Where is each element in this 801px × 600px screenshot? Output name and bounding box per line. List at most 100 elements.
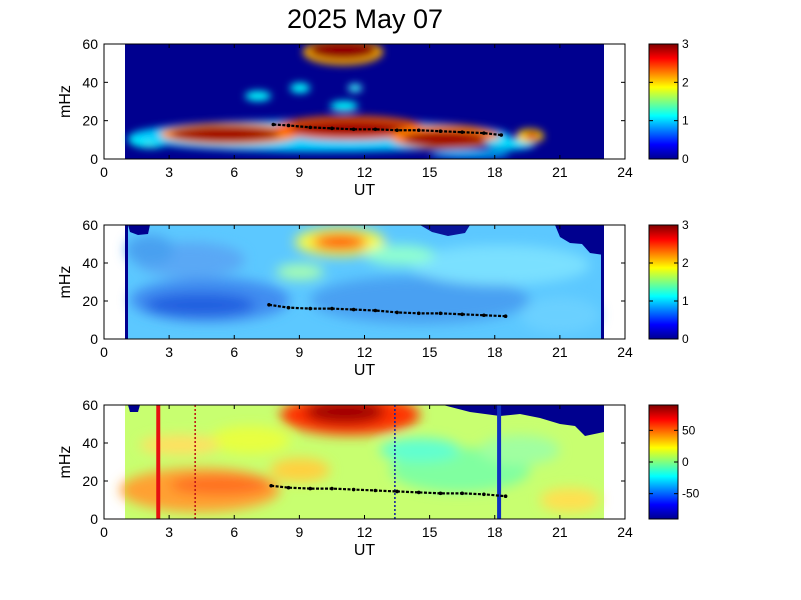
panel-1-xtick-label: 21	[552, 164, 568, 180]
panel-1-trace-point	[395, 128, 399, 133]
panel-2-ytick-label: 0	[90, 331, 98, 347]
panel-3-trace-point	[395, 489, 399, 494]
panel-2-trace-point	[267, 303, 271, 307]
panel-3-colorbar-tick-label: 50	[682, 423, 696, 437]
panel-3-trace-point	[460, 491, 464, 496]
panel-2-trace-point	[373, 308, 378, 313]
panel-3-ytick-label: 0	[90, 511, 98, 527]
panel-2-xtick-label: 6	[230, 344, 238, 360]
panel-2-ytick-label: 40	[82, 255, 98, 271]
panel-3-trace-point	[351, 487, 356, 492]
panel-3-ytick-label: 20	[82, 473, 98, 489]
panel-2-colorbar-tick-label: 1	[682, 294, 689, 308]
panel-3-colorbar	[648, 404, 679, 520]
panel-1-trace-point	[416, 128, 421, 133]
panel-2-xtick-label: 9	[295, 344, 303, 360]
panel-3-xtick-label: 12	[357, 524, 373, 540]
panel-2-colorbar-tick-label: 0	[682, 332, 689, 346]
panel-2-colorbar-tick-label: 2	[682, 256, 689, 270]
panel-3-xtick-label: 9	[295, 524, 303, 540]
panel-3-ylabel: mHz	[57, 446, 74, 479]
panel-2-xtick-label: 21	[552, 344, 568, 360]
panel-1-trace-point	[351, 127, 356, 132]
panel-3-trace-point	[269, 483, 273, 488]
panel-2-trace-point	[286, 305, 291, 310]
panel-3-axes: 0 3 6 9 12 15 18 21 24 0 20 40 60 UT mHz	[57, 397, 633, 559]
panel-3: 0 3 6 9 12 15 18 21 24 0 20 40 60 UT mHz 50 0 -50	[57, 397, 700, 559]
panel-3-colorbar-tick-label: -50	[682, 487, 700, 501]
panel-2-xlabel: UT	[354, 362, 376, 379]
panel-2-xtick-label: 3	[165, 344, 173, 360]
panel-3-xtick-label: 15	[422, 524, 438, 540]
panel-1-heatmap	[125, 44, 604, 159]
panel-2-trace-point	[395, 310, 399, 315]
panel-1-xtick-label: 6	[230, 164, 238, 180]
panel-1-colorbar	[648, 43, 679, 160]
panel-2-trace-line	[268, 303, 506, 318]
panel-2-ytick-label: 60	[82, 217, 98, 233]
panel-1-xtick-label: 15	[422, 164, 438, 180]
panel-3-trace-point	[416, 490, 421, 495]
panel-1-trace-point	[308, 125, 313, 130]
panel-3-ytick-label: 60	[82, 397, 98, 413]
panel-1-trace-point	[499, 133, 504, 137]
panel-1-trace-point	[271, 122, 276, 127]
panel-3-trace-point	[503, 494, 508, 499]
panel-2-ylabel: mHz	[57, 266, 74, 299]
panel-2-colorbar	[648, 224, 679, 340]
panel-1-colorbar-tick-label: 2	[682, 75, 689, 89]
panel-3-trace-line	[271, 484, 506, 498]
panel-2-trace-point	[482, 313, 486, 318]
panel-1-axes: 0 3 6 9 12 15 18 21 24 0 20 40 60 UT mHz	[57, 36, 633, 199]
panel-1-colorbar-tick-label: 3	[682, 37, 689, 51]
panel-2-colorbar-tick-label: 3	[682, 218, 689, 232]
panel-2-heatmap	[125, 225, 604, 339]
panel-2-trace-point	[416, 311, 421, 316]
panel-3-trace-point	[373, 488, 378, 493]
panel-3-trace-point	[308, 486, 313, 491]
panel-1-xtick-label: 0	[100, 164, 108, 180]
panel-1-xtick-label: 18	[487, 164, 503, 180]
panel-1-xtick-label: 12	[357, 164, 373, 180]
panel-1-trace-point	[460, 130, 464, 134]
panel-1-trace-point	[330, 126, 334, 131]
panel-3-xtick-label: 18	[487, 524, 503, 540]
panel-3-xlabel: UT	[354, 542, 376, 559]
panel-2-trace-point	[330, 306, 334, 311]
panel-3-xtick-label: 21	[552, 524, 568, 540]
panel-2-trace-point	[460, 312, 464, 317]
panel-1-xtick-label: 24	[617, 164, 633, 180]
panel-3-xtick-label: 3	[165, 524, 173, 540]
panel-3-xtick-label: 6	[230, 524, 238, 540]
panel-2-trace-point	[351, 307, 356, 312]
panel-1-xtick-label: 9	[295, 164, 303, 180]
panel-2-xtick-label: 12	[357, 344, 373, 360]
panel-1-trace	[271, 122, 504, 137]
panel-2-trace-point	[438, 311, 443, 316]
panel-3-vertical-markers	[156, 405, 502, 519]
panel-2-xtick-label: 18	[487, 344, 503, 360]
panel-1-trace-line	[273, 123, 502, 137]
panel-2-xtick-label: 24	[617, 344, 633, 360]
panel-3-trace-point	[482, 492, 486, 497]
panel-3-heatmap	[120, 405, 604, 519]
panel-1-colorbar-ticks: 0 1 2 3	[649, 37, 689, 166]
panel-1-ytick-label: 40	[82, 74, 98, 90]
panel-3-trace-point	[330, 486, 334, 491]
panel-1-trace-point	[286, 123, 291, 128]
panel-2-colorbar-ticks: 0 1 2 3	[649, 218, 689, 346]
panel-3-colorbar-ticks: 50 0 -50	[649, 423, 700, 501]
panel-1-trace-point	[438, 129, 443, 134]
figure-title: 2025 May 07	[286, 4, 444, 34]
panel-3-ytick-label: 40	[82, 435, 98, 451]
panel-2-trace-point	[308, 306, 313, 311]
panel-3-xtick-label: 24	[617, 524, 633, 540]
panel-2-axes: 0 3 6 9 12 15 18 21 24 0 20 40 60 UT mHz	[57, 217, 633, 379]
panel-2-xtick-label: 15	[422, 344, 438, 360]
panel-1-colorbar-tick-label: 0	[682, 152, 689, 166]
panel-1-ytick-label: 20	[82, 113, 98, 129]
panel-1-ytick-label: 0	[90, 151, 98, 167]
